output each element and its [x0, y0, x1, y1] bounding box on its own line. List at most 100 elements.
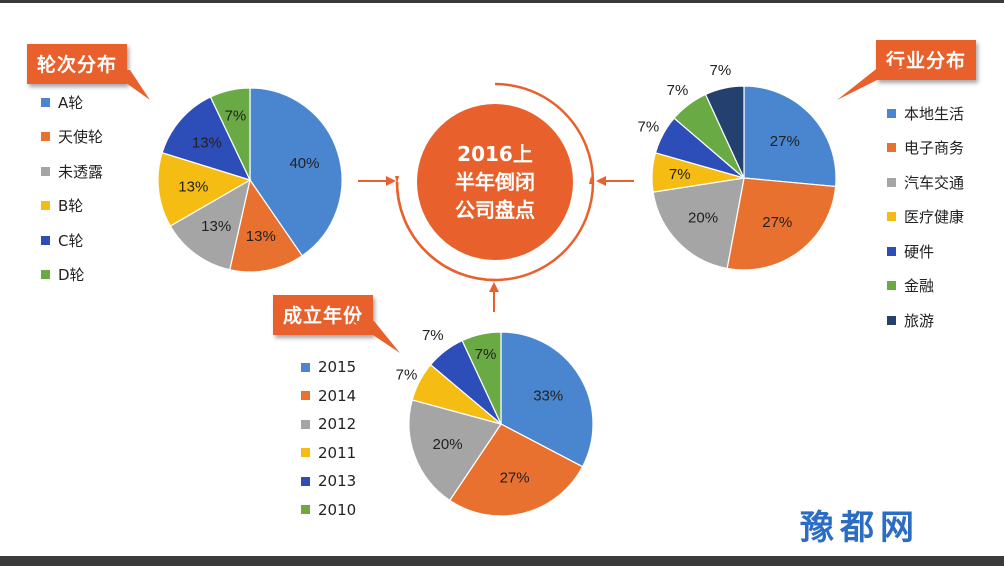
legend-swatch [301, 391, 310, 401]
pie-slice [161, 96, 252, 181]
pie-slice [743, 85, 837, 188]
pie-data-label: 7% [710, 62, 732, 79]
legend-swatch [41, 235, 50, 245]
legend-label: 金融 [904, 277, 935, 296]
pie-slice [408, 399, 502, 502]
legend-swatch [41, 166, 50, 176]
callout-year-pointer [352, 321, 400, 353]
legend-swatch [301, 505, 310, 515]
legend-label: 汽车交通 [904, 173, 965, 192]
pie-data-label: 27% [770, 133, 800, 150]
arrow-right-icon [596, 176, 634, 186]
callout-round-pointer [108, 70, 150, 100]
callout-industry-pointer [837, 66, 905, 100]
legend-label: 2012 [318, 415, 357, 434]
pie-data-label: 7% [638, 119, 660, 136]
legend-label: 2013 [318, 472, 357, 491]
legend-label: 未透露 [58, 162, 104, 181]
legend-swatch [301, 362, 310, 372]
legend-label: 硬件 [904, 242, 935, 261]
callout-round-label: 轮次分布 [37, 54, 118, 76]
legend-round: A轮 天使轮 未透露 B轮 C轮 D轮 [41, 85, 103, 292]
legend-item: 汽车交通 [887, 165, 964, 200]
watermark-text: 豫都网 [800, 508, 920, 548]
pie-slice [229, 178, 304, 273]
legend-label: B轮 [58, 197, 84, 216]
pie-data-label: 40% [289, 155, 319, 172]
center-ring [395, 82, 595, 282]
legend-label: 2010 [318, 500, 357, 519]
legend-swatch [887, 281, 896, 291]
legend-item: C轮 [41, 223, 103, 258]
legend-industry: 本地生活 电子商务 汽车交通 医疗健康 硬件 金融 旅游 [887, 96, 964, 338]
pie-data-label: 13% [192, 135, 222, 152]
legend-swatch [301, 476, 310, 486]
legend-swatch [41, 270, 50, 280]
callout-round: 轮次分布 [27, 44, 128, 84]
legend-swatch [41, 201, 50, 211]
callout-industry: 行业分布 [876, 40, 977, 80]
legend-item: B轮 [41, 189, 103, 224]
legend-swatch [41, 97, 50, 107]
legend-swatch [887, 177, 896, 187]
callout-year: 成立年份 [273, 295, 374, 335]
pie-slice [500, 331, 594, 468]
callout-industry-label: 行业分布 [886, 50, 967, 72]
legend-swatch [887, 143, 896, 153]
pie-slice [249, 87, 343, 257]
bottom-border [0, 556, 1004, 566]
legend-label: 2014 [318, 386, 357, 405]
legend-swatch [887, 212, 896, 222]
center-title-line: 半年倒闭 [455, 170, 535, 194]
legend-label: 2011 [318, 443, 357, 462]
pie-slice [448, 423, 584, 517]
legend-item: 2014 [301, 382, 356, 411]
pie-data-label: 13% [178, 178, 208, 195]
pie-data-label: 7% [225, 107, 247, 124]
legend-item: 2010 [301, 496, 356, 525]
pie-data-label: 27% [762, 214, 792, 231]
pie-slice [461, 331, 502, 425]
legend-label: 旅游 [904, 311, 935, 330]
pie-data-label: 27% [500, 469, 530, 486]
legend-item: 医疗健康 [887, 200, 964, 235]
arrow-up-icon [489, 282, 499, 312]
legend-swatch [887, 108, 896, 118]
legend-item: 2013 [301, 467, 356, 496]
arrow-left-icon [358, 176, 396, 186]
legend-swatch [887, 315, 896, 325]
pie-data-label: 7% [422, 327, 444, 344]
pie-data-label: 20% [688, 210, 718, 227]
legend-label: A轮 [58, 93, 84, 112]
legend-item: 本地生活 [887, 96, 964, 131]
center-title-line: 公司盘点 [455, 198, 535, 222]
pie-data-label: 7% [669, 166, 691, 183]
center-title-line: 2016上 [457, 142, 533, 166]
legend-item: D轮 [41, 258, 103, 293]
callout-year-label: 成立年份 [283, 305, 364, 327]
legend-label: D轮 [58, 266, 85, 285]
pie-slice [169, 178, 251, 271]
legend-swatch [301, 419, 310, 429]
pie-slice [157, 151, 252, 227]
legend-item: 2012 [301, 410, 356, 439]
pie-slice [209, 87, 251, 181]
pie-slice [726, 177, 837, 271]
legend-item: 天使轮 [41, 120, 103, 155]
legend-item: 未透露 [41, 154, 103, 189]
pie-chart-industry: 27% 27% 20% 7% 7% 7% 7% [638, 62, 837, 271]
watermark: 豫都网 [800, 500, 920, 549]
legend-label: 本地生活 [904, 104, 965, 123]
pie-data-label: 13% [246, 228, 276, 245]
legend-item: A轮 [41, 85, 103, 120]
pie-data-label: 7% [475, 346, 497, 363]
legend-label: 电子商务 [904, 139, 965, 158]
pie-data-label: 13% [201, 218, 231, 235]
legend-label: C轮 [58, 231, 84, 250]
pie-slice [704, 85, 745, 179]
legend-item: 金融 [887, 269, 964, 304]
pie-slice [652, 177, 745, 270]
legend-swatch [887, 246, 896, 256]
pie-data-label: 7% [667, 82, 689, 99]
legend-item: 2015 [301, 353, 356, 382]
